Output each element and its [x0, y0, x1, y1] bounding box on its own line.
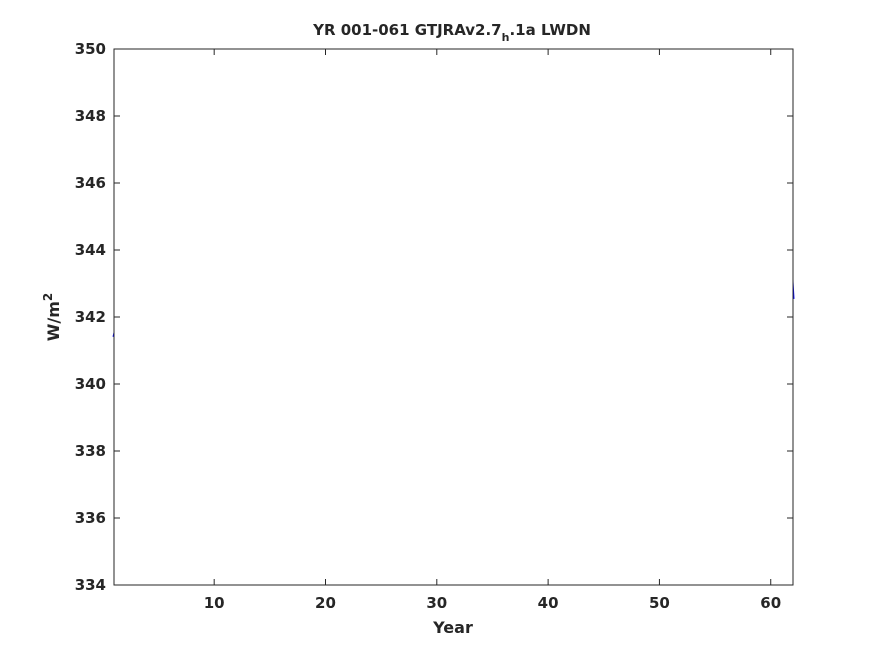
y-axis-label-base: W/m — [44, 301, 63, 341]
x-tick-label: 20 — [315, 594, 336, 612]
x-tick-label: 40 — [538, 594, 559, 612]
y-tick-label: 340 — [75, 375, 106, 393]
y-tick-label: 342 — [75, 308, 106, 326]
chart-title-main: YR 001-061 GTJRAv2.7 — [312, 21, 502, 39]
x-tick-label: 50 — [649, 594, 670, 612]
y-axis-label: W/m2 — [41, 293, 63, 342]
x-axis-label: Year — [432, 618, 473, 637]
y-tick-label: 350 — [75, 40, 106, 58]
chart-title-subscript: h — [502, 31, 510, 44]
chart-title-suffix: .1a LWDN — [509, 21, 590, 39]
x-tick-label: 10 — [204, 594, 225, 612]
x-tick-label: 60 — [760, 594, 781, 612]
ticks: 10 20 30 40 50 60 334 336 338 340 342 344 346 348 350 — [75, 40, 793, 612]
y-axis-label-superscript: 2 — [41, 293, 55, 301]
y-tick-label: 338 — [75, 442, 106, 460]
y-tick-label: 336 — [75, 509, 106, 527]
y-tick-label: 344 — [75, 241, 106, 259]
chart-title: YR 001-061 GTJRAv2.7h.1a LWDN — [312, 21, 591, 44]
plot-frame — [113, 48, 794, 586]
y-tick-label: 334 — [75, 576, 106, 594]
x-tick-label: 30 — [426, 594, 447, 612]
y-tick-label: 348 — [75, 107, 106, 125]
y-tick-label: 346 — [75, 174, 106, 192]
